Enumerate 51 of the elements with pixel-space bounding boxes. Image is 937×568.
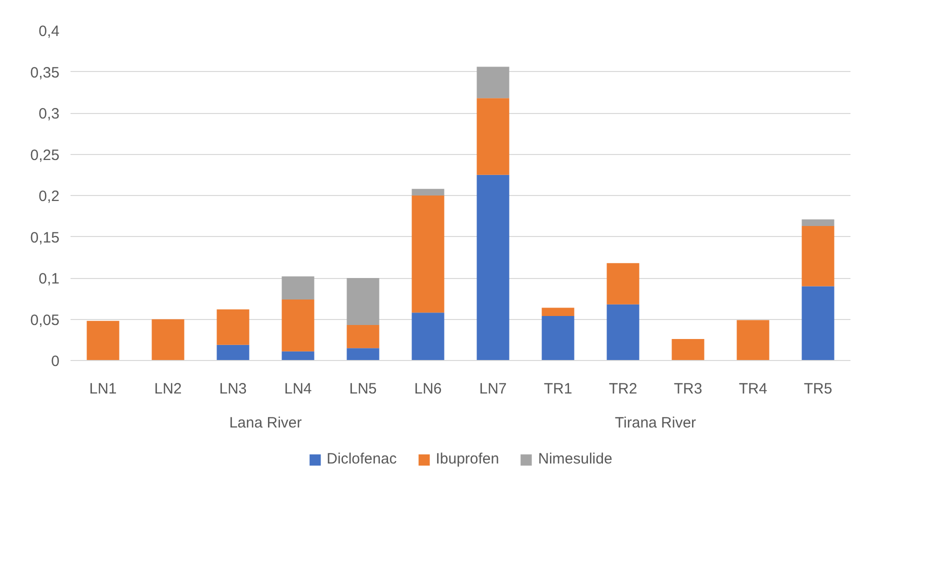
x-tick-label: LN2 — [154, 380, 182, 398]
text: Lana River — [229, 414, 302, 432]
bar — [216, 344, 250, 360]
bar — [802, 226, 834, 286]
text: Tirana River — [614, 414, 696, 432]
x-tick-label: LN3 — [219, 380, 247, 398]
bar — [86, 320, 120, 360]
x-tick-label: LN6 — [414, 380, 442, 398]
legend-label: Diclofenac — [326, 450, 397, 468]
bar — [346, 278, 380, 326]
bar — [802, 219, 834, 226]
bar — [282, 351, 314, 360]
bar — [412, 196, 444, 313]
bar — [802, 286, 834, 360]
y-tick-label: 0,35 — [30, 64, 60, 82]
y-tick-label: 0,4 — [38, 23, 60, 40]
bar — [346, 325, 380, 348]
bar — [412, 312, 444, 360]
bar — [542, 316, 574, 360]
bar — [152, 319, 184, 360]
x-tick-label: TR1 — [544, 380, 572, 398]
bar — [216, 309, 250, 345]
bar — [476, 98, 510, 175]
bar — [346, 348, 380, 360]
bar — [476, 174, 510, 360]
x-tick-label: LN4 — [284, 380, 312, 398]
x-tick-label: LN5 — [349, 380, 377, 398]
y-tick-label: 0,25 — [30, 146, 60, 164]
y-tick-label: 0,05 — [30, 312, 60, 329]
legend-label: Nimesulide — [538, 450, 612, 468]
y-tick-label: 0,15 — [30, 229, 60, 246]
y-tick-label: 0,2 — [38, 188, 60, 205]
legend-label: Ibuprofen — [436, 450, 500, 468]
bar — [282, 276, 314, 300]
bar — [476, 66, 510, 98]
bar — [606, 304, 640, 360]
bar — [672, 339, 704, 360]
bar — [736, 320, 770, 360]
bar — [542, 308, 574, 316]
y-tick-label: 0,1 — [38, 270, 60, 288]
bar — [412, 188, 444, 196]
x-tick-label: TR2 — [608, 380, 638, 398]
x-tick-label: LN1 — [89, 380, 117, 398]
x-tick-label: TR5 — [804, 380, 832, 398]
x-tick-label: TR3 — [674, 380, 702, 398]
x-tick-label: TR4 — [738, 380, 768, 398]
bar — [282, 299, 314, 352]
y-tick-label: 0,3 — [38, 106, 60, 122]
y-tick-label: 0 — [51, 353, 60, 370]
x-tick-label: LN7 — [479, 380, 507, 398]
bar — [606, 263, 640, 304]
